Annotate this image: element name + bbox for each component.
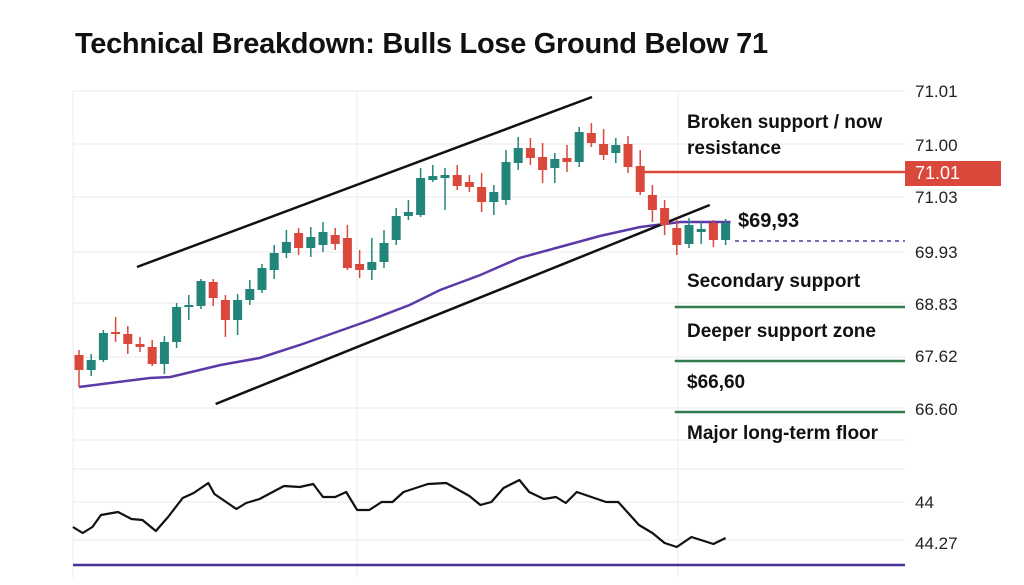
candle-up [233,300,243,320]
candle-down [477,187,487,202]
candle-up [269,253,279,270]
resistance-price-badge: 71.01 [905,161,1001,186]
trendline-lower-channel [215,203,711,406]
y-tick-label: 68.83 [915,295,958,314]
candle-down [647,195,657,210]
candle-down [660,208,670,225]
candle-up [684,225,694,244]
candle-down [538,157,548,170]
last-price-label: $69,93 [738,210,800,232]
candle-up [721,223,731,240]
moving-average-line [78,220,731,389]
candle-down [123,334,133,344]
candle-up [245,289,255,300]
candle-up [501,162,511,200]
candle-up [489,192,499,202]
candle-up [440,175,450,178]
candle-up [257,268,267,290]
candle-up [550,159,560,168]
chart-title: Technical Breakdown: Bulls Lose Ground B… [75,28,768,60]
candle-up [367,262,377,270]
candle-down [342,238,352,268]
y-tick-label: 71.00 [915,136,958,155]
candle-down [599,144,609,155]
y-tick-label: 66.60 [915,400,958,419]
candle-down [220,300,230,320]
candle-down [74,355,84,370]
candle-down [330,235,340,244]
candle-down [464,182,474,187]
candle-down [635,166,645,192]
candle-down [562,158,572,162]
candle-up [86,360,96,370]
candle-down [623,144,633,167]
candle-up [513,148,523,163]
candle-up [428,176,438,180]
oscillator-tick-label: 44 [915,493,934,512]
candle-up [98,333,108,360]
candle-down [355,264,365,270]
annotation-secondary-support: Secondary support [687,271,861,292]
candle-down [586,133,596,143]
oscillator-line [72,478,727,549]
candle-up [184,305,194,307]
candle-up [172,307,182,342]
candle-down [708,223,718,240]
candle-up [379,243,389,262]
y-tick-label: 69.93 [915,243,958,262]
candle-down [208,282,218,298]
candle-up [416,178,426,215]
annotation-price-66: $66,60 [687,372,746,393]
y-tick-label: 67.62 [915,347,958,366]
candle-up [391,216,401,240]
candle-down [525,148,535,158]
oscillator-tick-label: 44.27 [915,534,958,553]
annotation-major-floor: Major long-term floor [687,423,879,444]
annotation-broken-support: Broken support / now [687,112,883,133]
candle-up [306,237,316,248]
candle-up [403,212,413,216]
candle-down [135,344,145,347]
candle-down [672,228,682,245]
trendline-upper-channel [136,95,593,269]
candle-up [159,342,169,364]
candle-up [696,229,706,232]
candle-up [574,132,584,162]
candle-up [281,242,291,253]
y-tick-label: 71.03 [915,188,958,207]
candle-up [196,281,206,306]
annotation-deeper-support: Deeper support zone [687,321,876,342]
candle-down [147,347,157,364]
candle-down [111,332,121,334]
candle-up [318,232,328,245]
candle-down [294,233,304,248]
candle-down [452,175,462,186]
annotation-resistance: resistance [687,138,782,159]
candle-up [611,145,621,153]
y-tick-label: 71.01 [915,82,958,101]
